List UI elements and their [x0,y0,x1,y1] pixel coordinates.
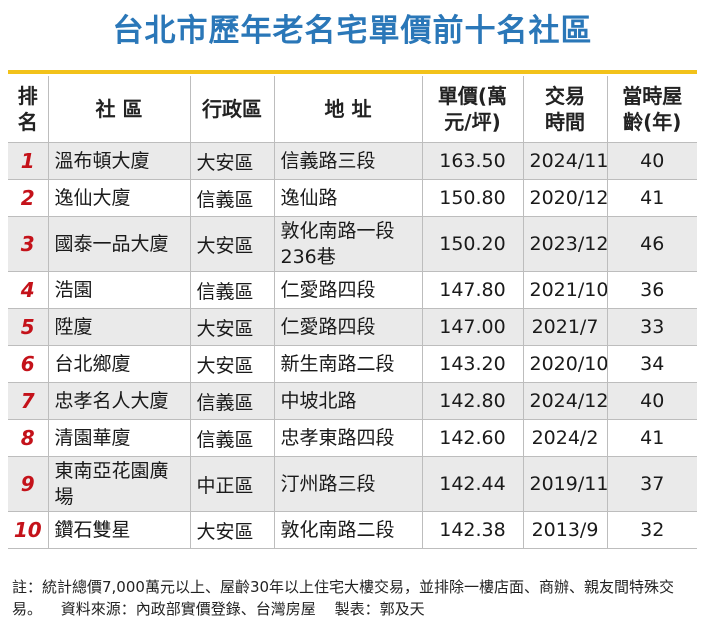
name-cell: 忠孝名人大廈 [47,382,190,420]
rank-cell: 2 [8,179,48,217]
rank-cell: 8 [8,419,48,457]
district-cell: 信義區 [189,419,274,457]
date-cell: 2020/12 [522,179,607,217]
table-row: 2 逸仙大廈 信義區 逸仙路 150.80 2020/12 41 [8,179,697,217]
header-address: 地 址 [273,76,422,143]
table-row: 6 台北鄉廈 大安區 新生南路二段 143.20 2020/10 34 [8,345,697,383]
name-cell: 溫布頓大廈 [47,142,190,180]
age-cell: 41 [606,179,697,217]
price-cell: 150.80 [421,179,523,217]
header-date: 交易時間 [522,76,607,143]
table-row: 4 浩園 信義區 仁愛路四段 147.80 2021/10 36 [8,271,697,309]
rank-cell: 10 [8,511,48,549]
table-row: 3 國泰一品大廈 大安區 敦化南路一段236巷 150.20 2023/12 4… [8,216,697,272]
age-cell: 40 [606,382,697,420]
address-cell: 信義路三段 [273,142,422,180]
address-cell: 仁愛路四段 [273,271,422,309]
table-row: 1 溫布頓大廈 大安區 信義路三段 163.50 2024/11 40 [8,142,697,180]
address-cell: 汀州路三段 [273,456,422,512]
address-cell: 敦化南路二段 [273,511,422,549]
name-cell: 浩園 [47,271,190,309]
date-cell: 2024/11 [522,142,607,180]
name-cell: 國泰一品大廈 [47,216,190,272]
rank-cell: 3 [8,216,48,272]
rank-cell: 1 [8,142,48,180]
price-cell: 163.50 [421,142,523,180]
name-cell: 陞廈 [47,308,190,346]
age-cell: 41 [606,419,697,457]
address-cell: 新生南路二段 [273,345,422,383]
district-cell: 大安區 [189,345,274,383]
name-cell: 清園華廈 [47,419,190,457]
date-cell: 2024/2 [522,419,607,457]
table-row: 9 東南亞花園廣場 中正區 汀州路三段 142.44 2019/11 37 [8,456,697,512]
age-cell: 33 [606,308,697,346]
age-cell: 36 [606,271,697,309]
rank-cell: 7 [8,382,48,420]
price-cell: 147.00 [421,308,523,346]
header-price: 單價(萬元/坪) [421,76,523,143]
table-row: 8 清園華廈 信義區 忠孝東路四段 142.60 2024/2 41 [8,419,697,457]
price-cell: 150.20 [421,216,523,272]
price-cell: 142.80 [421,382,523,420]
address-cell: 敦化南路一段236巷 [273,216,422,272]
address-cell: 中坡北路 [273,382,422,420]
rank-cell: 5 [8,308,48,346]
date-cell: 2021/7 [522,308,607,346]
date-cell: 2013/9 [522,511,607,549]
name-cell: 台北鄉廈 [47,345,190,383]
address-cell: 逸仙路 [273,179,422,217]
rank-cell: 6 [8,345,48,383]
table-header-row: 排名 社 區 行政區 地 址 單價(萬元/坪) 交易時間 當時屋齡(年) [8,76,697,143]
header-district: 行政區 [189,76,274,143]
header-age: 當時屋齡(年) [606,76,697,143]
ranking-table: 排名 社 區 行政區 地 址 單價(萬元/坪) 交易時間 當時屋齡(年) 1 溫… [8,76,697,549]
age-cell: 40 [606,142,697,180]
page-title: 台北市歷年老名宅單價前十名社區 [112,13,593,49]
name-cell: 鑽石雙星 [47,511,190,549]
district-cell: 信義區 [189,382,274,420]
price-cell: 147.80 [421,271,523,309]
district-cell: 中正區 [189,456,274,512]
date-cell: 2020/10 [522,345,607,383]
age-cell: 37 [606,456,697,512]
district-cell: 大安區 [189,511,274,549]
name-cell: 東南亞花園廣場 [47,456,190,512]
price-cell: 142.60 [421,419,523,457]
footnote-maker: 製表：郭及天 [334,600,425,618]
date-cell: 2023/12 [522,216,607,272]
price-cell: 142.44 [421,456,523,512]
address-cell: 忠孝東路四段 [273,419,422,457]
rank-cell: 9 [8,456,48,512]
title-divider [8,70,697,74]
price-cell: 142.38 [421,511,523,549]
age-cell: 46 [606,216,697,272]
district-cell: 信義區 [189,271,274,309]
header-name: 社 區 [47,76,190,143]
district-cell: 信義區 [189,179,274,217]
date-cell: 2021/10 [522,271,607,309]
district-cell: 大安區 [189,308,274,346]
date-cell: 2019/11 [522,456,607,512]
table-row: 7 忠孝名人大廈 信義區 中坡北路 142.80 2024/12 40 [8,382,697,420]
footnote-source: 資料來源：內政部實價登錄、台灣房屋 [60,600,316,618]
rank-cell: 4 [8,271,48,309]
age-cell: 32 [606,511,697,549]
district-cell: 大安區 [189,216,274,272]
address-cell: 仁愛路四段 [273,308,422,346]
price-cell: 143.20 [421,345,523,383]
header-rank: 排名 [8,76,48,143]
table-row: 10 鑽石雙星 大安區 敦化南路二段 142.38 2013/9 32 [8,511,697,549]
footnote-note: 註：統計總價7,000萬元以上、屋齡30年以上住宅大樓交易，並排除一樓店面、商辦… [12,578,675,618]
district-cell: 大安區 [189,142,274,180]
age-cell: 34 [606,345,697,383]
footnote: 註：統計總價7,000萬元以上、屋齡30年以上住宅大樓交易，並排除一樓店面、商辦… [12,576,692,620]
name-cell: 逸仙大廈 [47,179,190,217]
date-cell: 2024/12 [522,382,607,420]
table-row: 5 陞廈 大安區 仁愛路四段 147.00 2021/7 33 [8,308,697,346]
